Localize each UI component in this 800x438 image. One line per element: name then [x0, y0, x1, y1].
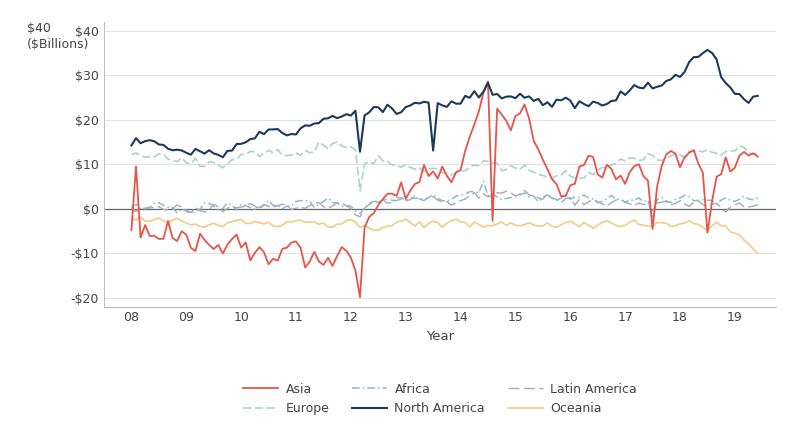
Text: $40
($Billions): $40 ($Billions) — [26, 22, 89, 51]
Legend: Asia, Europe, Africa, North America, Latin America, Oceania: Asia, Europe, Africa, North America, Lat… — [238, 378, 642, 420]
X-axis label: Year: Year — [426, 330, 454, 343]
